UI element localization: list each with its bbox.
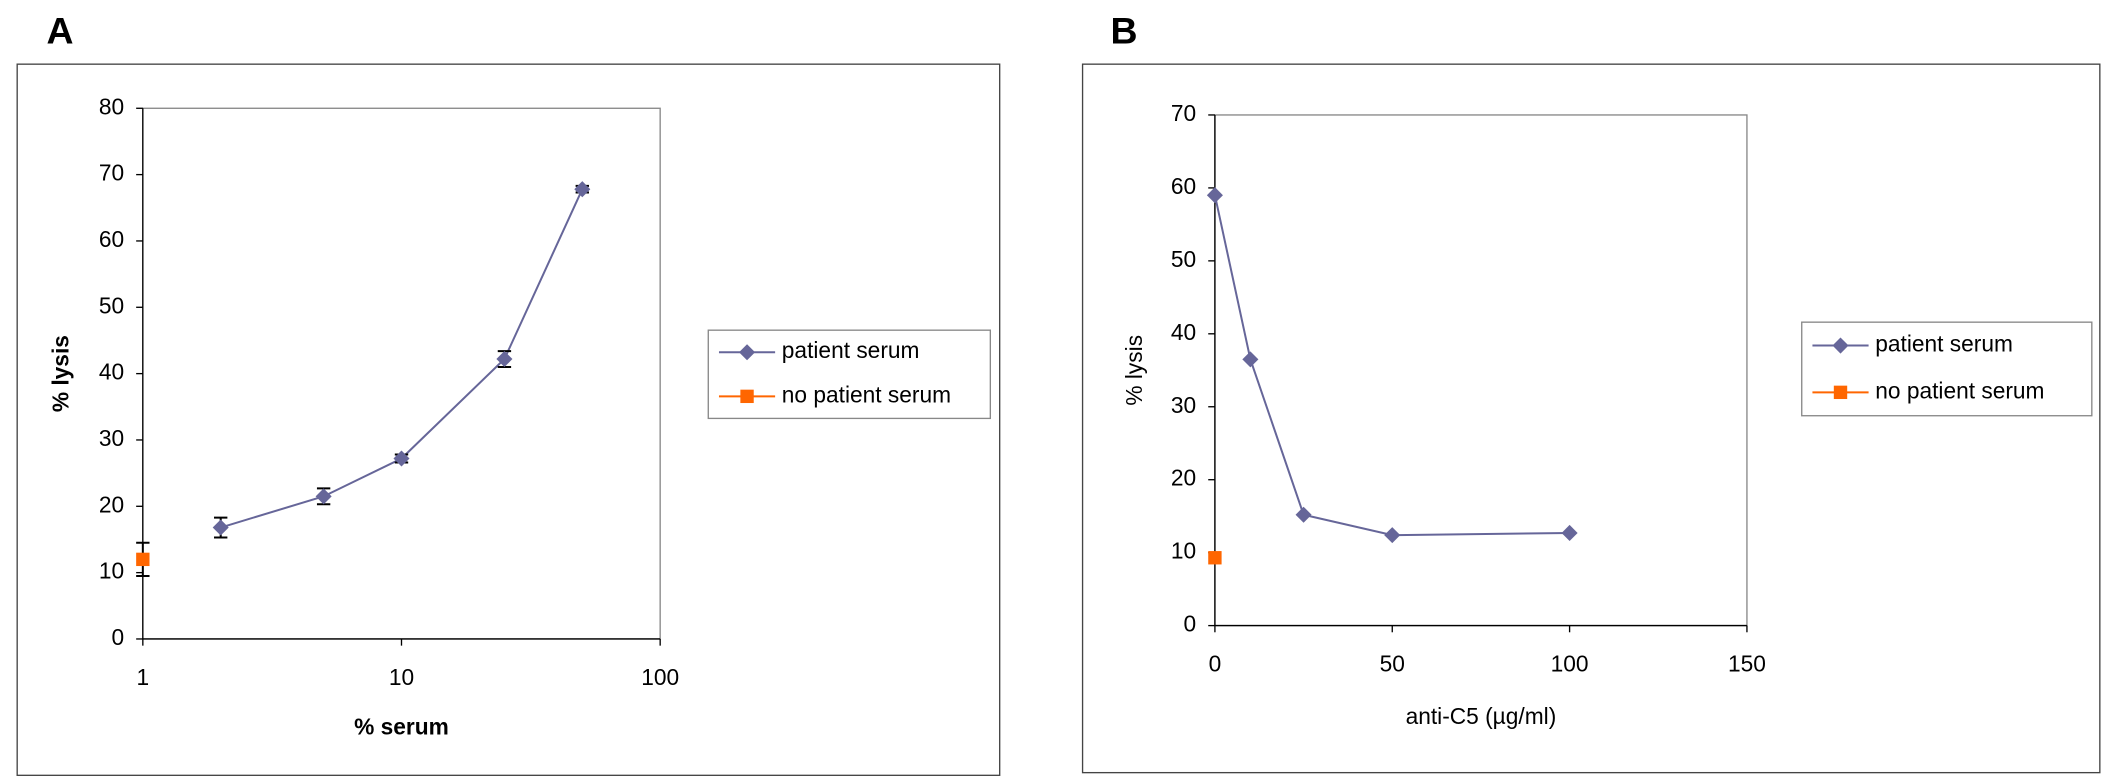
x-tick-label: 50	[1380, 651, 1405, 677]
data-point	[1206, 187, 1223, 204]
data-point	[1384, 527, 1401, 544]
panel-frame	[16, 63, 1001, 776]
x-tick-label: 1	[137, 664, 150, 690]
y-tick-label: 0	[111, 624, 124, 650]
x-tick-label: 100	[641, 664, 679, 690]
y-tick-label: 20	[99, 491, 124, 517]
legend-label: no patient serum	[1875, 377, 2044, 403]
data-point	[574, 181, 591, 198]
y-axis-label: % lysis	[1121, 335, 1147, 406]
y-tick-label: 30	[1171, 392, 1196, 418]
data-point	[1561, 524, 1578, 541]
data-point	[496, 351, 513, 368]
y-tick-label: 0	[1184, 611, 1197, 637]
y-tick-label: 40	[1171, 319, 1196, 345]
x-axis-label: anti-C5 (µg/ml)	[1406, 703, 1557, 729]
data-point	[315, 488, 332, 505]
x-tick-label: 100	[1551, 651, 1589, 677]
x-tick-label: 0	[1209, 651, 1222, 677]
panel-frame	[1081, 63, 2101, 774]
y-tick-label: 80	[99, 93, 124, 119]
data-point	[136, 552, 150, 567]
y-tick-label: 50	[99, 292, 124, 318]
y-tick-label: 60	[1171, 173, 1196, 199]
legend-box	[1801, 321, 2093, 417]
y-tick-label: 10	[99, 558, 124, 584]
y-axis-label: % lysis	[48, 335, 74, 412]
y-tick-label: 60	[99, 226, 124, 252]
series-line	[220, 188, 584, 529]
data-point	[212, 519, 229, 536]
x-tick-label: 10	[389, 664, 414, 690]
legend-marker	[739, 344, 756, 361]
legend-box	[707, 329, 992, 420]
legend-marker	[1832, 337, 1849, 354]
legend-marker	[740, 389, 754, 404]
y-tick-label: 70	[99, 160, 124, 186]
panel-label: A	[46, 9, 73, 51]
legend-label: no patient serum	[782, 381, 951, 407]
y-tick-label: 70	[1171, 100, 1196, 126]
data-point	[1242, 351, 1259, 368]
y-tick-label: 10	[1171, 538, 1196, 564]
y-tick-label: 20	[1171, 465, 1196, 491]
y-tick-label: 30	[99, 425, 124, 451]
panel-label: B	[1111, 9, 1138, 51]
series-line	[1213, 194, 1570, 537]
legend-label: patient serum	[782, 337, 920, 363]
y-tick-label: 50	[1171, 246, 1196, 272]
legend-marker	[1833, 385, 1848, 400]
x-tick-label: 150	[1728, 651, 1766, 677]
plot-frame	[1214, 114, 1748, 627]
data-point	[1295, 506, 1312, 523]
data-point	[1208, 551, 1222, 565]
legend-label: patient serum	[1875, 331, 2013, 357]
x-axis-label: % serum	[354, 714, 449, 740]
y-tick-label: 40	[99, 359, 124, 385]
data-point	[393, 450, 410, 467]
